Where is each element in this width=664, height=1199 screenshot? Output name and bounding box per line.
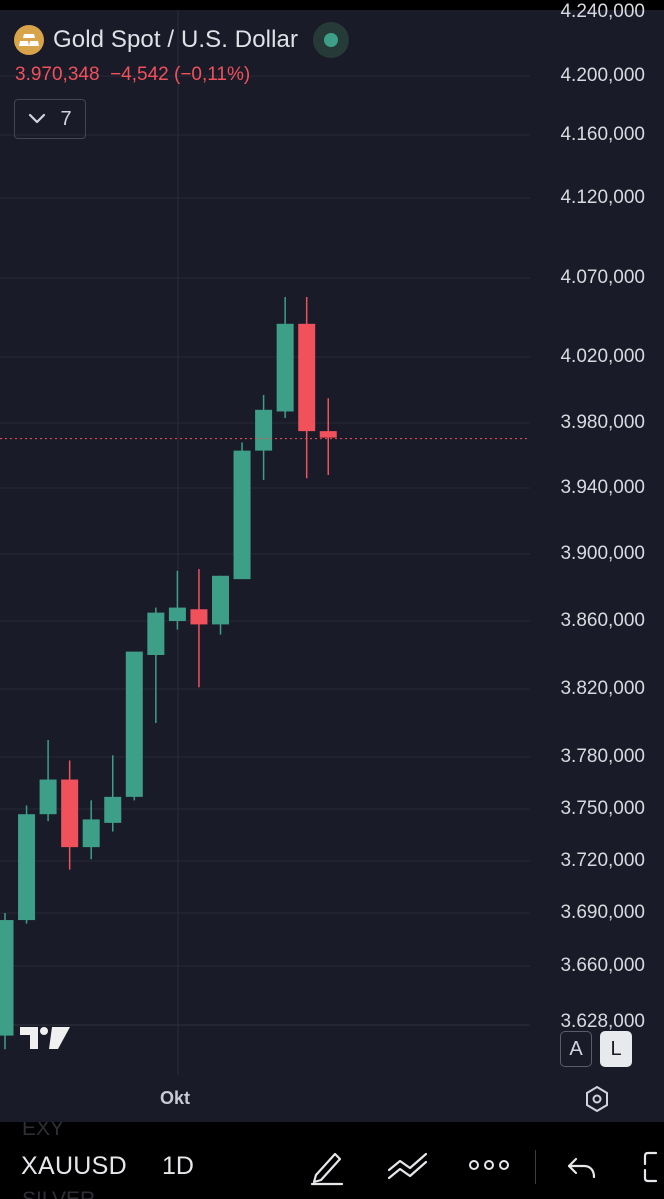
price-axis-label: 3.820,000	[560, 678, 645, 699]
candle-body	[276, 323, 294, 412]
chart-legend: Gold Spot / U.S. Dollar	[14, 22, 350, 58]
toolbar-divider	[535, 1150, 536, 1184]
candle-body	[82, 819, 100, 848]
more-dots-icon[interactable]	[468, 1158, 510, 1172]
price-axis-label: 3.720,000	[560, 850, 645, 871]
candle	[39, 740, 57, 822]
live-dot-icon	[313, 22, 350, 58]
candle	[0, 913, 14, 1050]
candle	[255, 394, 273, 480]
price-chart[interactable]	[0, 0, 664, 1122]
trend-line-icon[interactable]	[386, 1150, 430, 1182]
candle-body	[190, 609, 208, 625]
symbol-title[interactable]: Gold Spot / U.S. Dollar	[53, 26, 299, 53]
indicators-toggle-button[interactable]: 7	[14, 99, 86, 139]
candle-body	[255, 409, 273, 451]
horizontal-gridlines	[0, 75, 530, 967]
price-axis-label: 3.660,000	[560, 955, 645, 976]
price-axis-label: 4.020,000	[560, 346, 645, 367]
candle-body	[61, 779, 79, 848]
candle	[61, 760, 79, 870]
status-strip	[0, 0, 664, 10]
candle	[298, 296, 316, 479]
candle-body	[0, 920, 14, 1036]
candle	[147, 607, 165, 723]
candle	[276, 296, 294, 419]
price-axis-label: 4.240,000	[560, 1, 645, 22]
symbol-button[interactable]: XAUUSD	[21, 1152, 127, 1180]
candle-body	[125, 651, 143, 797]
time-axis-label: Okt	[160, 1088, 191, 1108]
undo-icon[interactable]	[566, 1152, 598, 1182]
settings-hexagon-icon[interactable]	[582, 1084, 612, 1114]
candle-body	[39, 779, 57, 815]
price-axis-label: 3.900,000	[560, 543, 645, 564]
chevron-down-icon	[29, 113, 46, 124]
candle-body	[233, 450, 251, 580]
price-axis-label: 3.860,000	[560, 610, 645, 631]
candle-body	[168, 607, 186, 621]
candle-body	[298, 323, 316, 432]
price-axis-label: 4.070,000	[560, 267, 645, 288]
candle	[212, 575, 229, 635]
price-change: 3.970,348 −4,542 (−0,11%)	[15, 64, 251, 85]
tradingview-logo[interactable]	[18, 1024, 72, 1052]
candle-body	[212, 575, 229, 625]
interval-button[interactable]: 1D	[162, 1152, 194, 1180]
candlestick-series	[0, 296, 337, 1050]
candle-body	[18, 814, 36, 921]
price-axis-label: 3.940,000	[560, 477, 645, 498]
candle	[233, 442, 251, 580]
price-axis-label: 4.160,000	[560, 124, 645, 145]
price-axis-label: 3.780,000	[560, 746, 645, 767]
indicators-count: 7	[60, 107, 72, 130]
pen-draw-icon[interactable]	[308, 1146, 346, 1186]
price-axis-label: 4.120,000	[560, 187, 645, 208]
price-axis-label: 4.200,000	[560, 65, 645, 86]
symbol-list-ghost-below: SILVER	[22, 1188, 95, 1199]
candle	[190, 569, 208, 688]
candle-body	[147, 612, 165, 655]
price-axis-label: 3.980,000	[560, 412, 645, 433]
price-axis-label: 3.690,000	[560, 902, 645, 923]
symbol-list-ghost-above: EXY	[22, 1122, 65, 1140]
log-scale-button[interactable]: L	[600, 1031, 632, 1067]
bottom-toolbar: EXY XAUUSD 1D SILVER	[0, 1122, 664, 1199]
auto-scale-button[interactable]: A	[560, 1031, 592, 1067]
candle	[168, 570, 186, 630]
candle	[104, 755, 122, 832]
gold-bars-icon	[14, 25, 44, 55]
candle	[82, 800, 100, 860]
candle	[18, 805, 36, 924]
candle	[319, 398, 337, 475]
candle	[125, 651, 143, 801]
candle-body	[319, 431, 337, 438]
candle-body	[104, 796, 122, 823]
price-axis-label: 3.750,000	[560, 798, 645, 819]
fullscreen-icon[interactable]	[642, 1150, 664, 1184]
price-axis-label: 3.628,000	[560, 1011, 645, 1032]
